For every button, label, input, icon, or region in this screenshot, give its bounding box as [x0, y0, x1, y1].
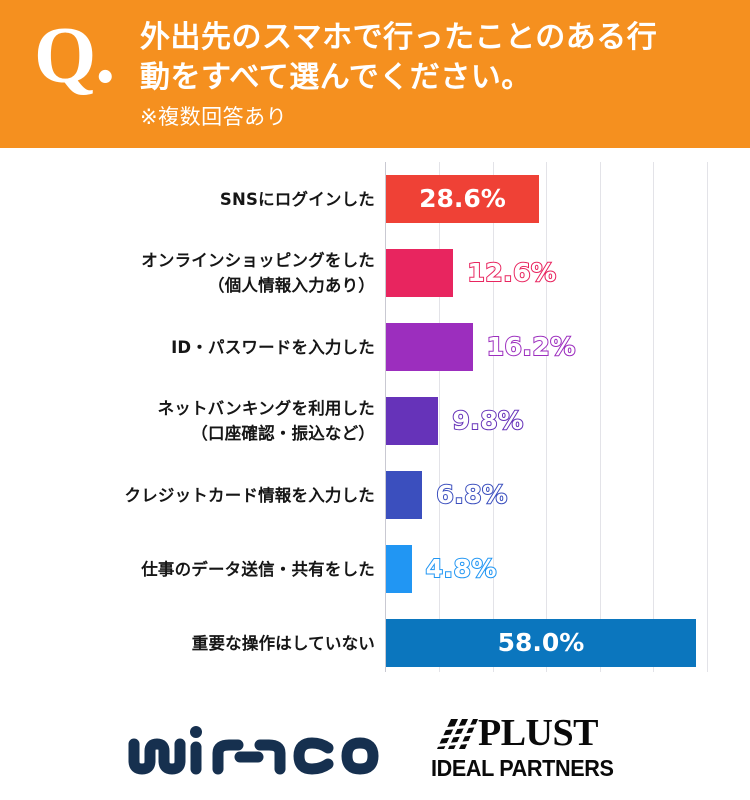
- bar-chart: SNSにログインした 28.6% オンラインショッピングをした （個人情報入力あり） 1…: [0, 148, 750, 693]
- chart-row: 仕事のデータ送信・共有をした 4.8%: [0, 536, 750, 602]
- category-label-line: （個人情報入力あり）: [208, 276, 375, 295]
- question-mark-label: Q.: [34, 12, 115, 100]
- chart-row: 重要な操作はしていない 58.0%: [0, 610, 750, 676]
- chart-row: ID・パスワードを入力した 16.2%: [0, 314, 750, 380]
- bar: [386, 619, 696, 667]
- question-line-2: 動をすべて選んでください。: [140, 60, 532, 95]
- question-line-1: 外出先のスマホで行ったことのある行: [140, 20, 658, 55]
- bar: [386, 471, 423, 519]
- question-header: Q. 外出先のスマホで行ったことのある行 動をすべて選んでください。 ※複数回答…: [0, 0, 750, 148]
- chart-row: クレジットカード情報を入力した 6.8%: [0, 462, 750, 528]
- bar-value-label: 6.8%: [435, 479, 508, 510]
- plust-wordmark: PLUST: [478, 712, 598, 754]
- question-note: ※複数回答あり: [140, 105, 288, 129]
- category-label: オンラインショッピングをした （個人情報入力あり）: [20, 240, 375, 306]
- bar-value-label: 16.2%: [486, 331, 577, 362]
- bar: [386, 397, 439, 445]
- bar-value-label: 4.8%: [425, 553, 498, 584]
- category-label: ID・パスワードを入力した: [20, 314, 375, 380]
- plust-logo[interactable]: PLUST IDEAL PARTNERS: [430, 713, 630, 783]
- bar: [386, 323, 473, 371]
- category-label: ネットバンキングを利用した （口座確認・振込など）: [20, 388, 375, 454]
- bar-value-label: 9.8%: [451, 405, 524, 436]
- category-label-line: ネットバンキングを利用した: [157, 399, 375, 418]
- category-label: SNSにログインした: [20, 166, 375, 232]
- chart-row: オンラインショッピングをした （個人情報入力あり） 12.6%: [0, 240, 750, 306]
- question-text-block: 外出先のスマホで行ったことのある行 動をすべて選んでください。 ※複数回答あり: [140, 18, 740, 132]
- plust-tagline: IDEAL PARTNERS: [431, 755, 614, 781]
- category-label: クレジットカード情報を入力した: [20, 462, 375, 528]
- wifico-logo[interactable]: [128, 717, 398, 777]
- chart-row: SNSにログインした 28.6%: [0, 166, 750, 232]
- bar: [386, 175, 539, 223]
- category-label-line: オンラインショッピングをした: [141, 251, 375, 270]
- category-label-line: SNSにログインした: [219, 189, 375, 209]
- category-label: 仕事のデータ送信・共有をした: [20, 536, 375, 602]
- bar-value-label: 12.6%: [466, 257, 557, 288]
- category-label-line: クレジットカード情報を入力した: [124, 485, 375, 505]
- category-label-line: ID・パスワードを入力した: [171, 337, 375, 357]
- chart-row: ネットバンキングを利用した （口座確認・振込など） 9.8%: [0, 388, 750, 454]
- bar: [386, 249, 454, 297]
- bar-value-label: 28.6%: [419, 184, 506, 213]
- category-label-line: 仕事のデータ送信・共有をした: [141, 559, 375, 579]
- bar-value-label: 58.0%: [497, 628, 585, 657]
- category-label-line: 重要な操作はしていない: [191, 633, 375, 653]
- chart-value-axis: [385, 162, 386, 672]
- bar: [386, 545, 412, 593]
- footer-logos: PLUST IDEAL PARTNERS: [0, 693, 750, 800]
- category-label: 重要な操作はしていない: [20, 610, 375, 676]
- plust-mark-icon: [436, 719, 479, 749]
- category-label-line: （口座確認・振込など）: [191, 424, 375, 443]
